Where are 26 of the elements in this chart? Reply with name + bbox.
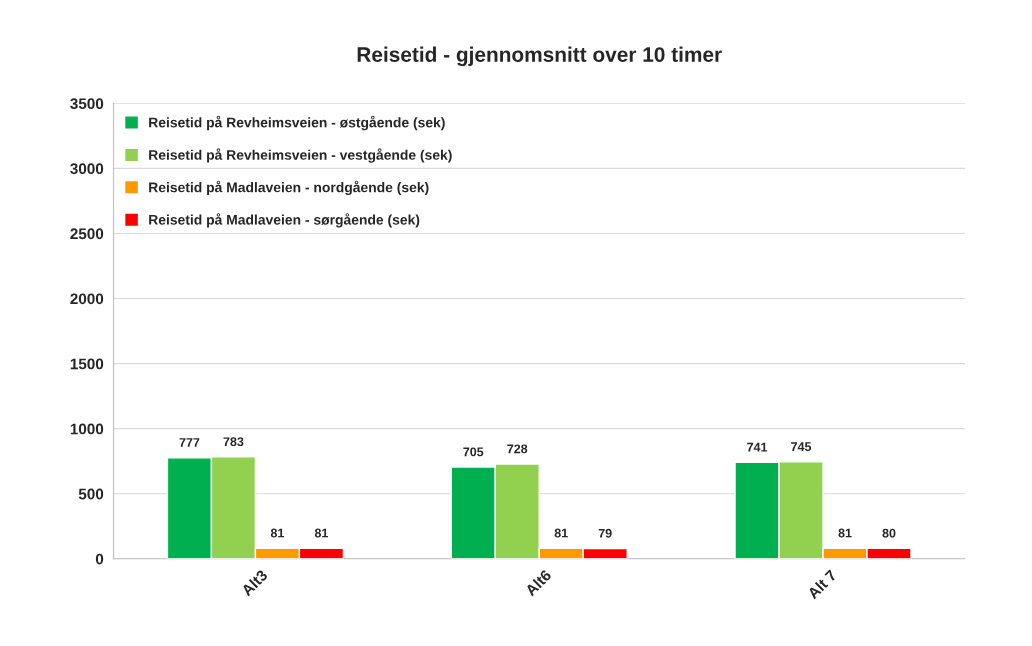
chart-title: Reisetid - gjennomsnitt over 10 timer xyxy=(357,46,722,67)
data-label: 81 xyxy=(314,528,329,538)
data-label: 741 xyxy=(747,442,768,452)
y-tick-label: 2000 xyxy=(70,293,104,305)
y-tick-label: 3500 xyxy=(70,98,104,110)
y-tick-label: 3000 xyxy=(70,163,104,175)
legend-label: Reisetid på Madlaveien - nordgående (sek) xyxy=(149,180,429,196)
data-label: 81 xyxy=(554,528,568,538)
data-label: 81 xyxy=(838,528,852,538)
y-tick-label: 0 xyxy=(95,553,104,565)
data-label: 79 xyxy=(598,528,612,538)
y-tick-label: 2500 xyxy=(70,228,104,240)
data-label: 728 xyxy=(507,444,528,454)
y-tick-label: 1000 xyxy=(70,423,104,435)
legend-label: Reisetid på Revheimsveien - østgående (sek) xyxy=(149,115,445,131)
y-tick-label: 1500 xyxy=(70,358,104,370)
x-tick-label: Alt 7 xyxy=(806,568,838,600)
data-label: 783 xyxy=(223,437,244,447)
data-label: 745 xyxy=(791,442,812,452)
data-label: 705 xyxy=(463,447,484,457)
y-tick-label: 500 xyxy=(78,488,104,500)
data-label: 80 xyxy=(882,528,896,538)
legend-label: Reisetid på Revheimsveien - vestgående (sek) xyxy=(149,148,452,163)
data-label: 81 xyxy=(270,528,285,538)
legend-label: Reisetid på Madlaveien - sørgående (sek) xyxy=(149,213,420,228)
data-label: 777 xyxy=(179,438,200,447)
